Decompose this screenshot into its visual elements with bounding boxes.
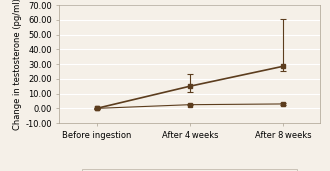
Legend: Placebo group, Study supplement group: Placebo group, Study supplement group: [82, 169, 297, 171]
Y-axis label: Change in testosterone (pg/ml): Change in testosterone (pg/ml): [13, 0, 22, 130]
